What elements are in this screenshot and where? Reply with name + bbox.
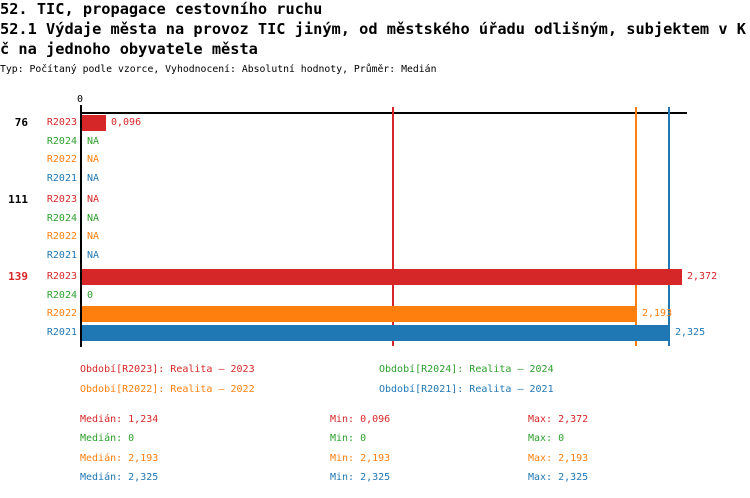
stat-median-r2023: Medián: 1,234 [80,414,159,425]
bar-chart: 0 76 R2023 0,096 R2024 NA R2022 NA R2021 NA 111 R20… [8,94,718,347]
indicator-meta: Typ: Počítaný podle vzorce, Vyhodnocení:… [0,64,437,75]
series-label-r2022: R2022 [46,308,77,319]
median-reference-line-r2023 [392,107,394,346]
legend-item-r2021: Období[R2021]: Realita – 2021 [379,384,554,395]
series-label-r2021: R2021 [46,249,77,261]
value-label: NA [87,154,100,165]
stat-min-r2022: Min: 2,193 [330,453,391,464]
series-label-r2024: R2024 [46,135,77,147]
indicator-title-line2: č na jednoho obyvatele města [0,40,258,58]
series-label-r2024: R2024 [46,289,77,301]
bar-139-r2021 [82,324,670,341]
group-label-111: 111 [8,193,28,206]
value-label: 2,325 [675,326,706,338]
value-label: 2,372 [687,271,718,282]
axis-tick-zero-label: 0 [76,94,84,105]
group-label-76: 76 [14,116,28,129]
series-label-r2021: R2021 [46,172,77,184]
x-axis-line [80,112,687,114]
value-label: NA [87,194,100,205]
series-label-r2022: R2022 [46,231,77,242]
stat-max-r2022: Max: 2,193 [528,453,589,464]
median-reference-line-r2021 [668,107,670,346]
value-label: NA [87,135,100,147]
stat-max-r2024: Max: 0 [528,433,565,444]
stat-max-r2023: Max: 2,372 [528,414,589,425]
stat-median-r2021: Medián: 2,325 [80,472,159,483]
stat-min-r2023: Min: 0,096 [330,414,391,425]
series-label-r2022: R2022 [46,154,77,165]
value-label: 0 [87,289,94,301]
median-reference-line-r2022 [635,107,637,346]
group-label-139: 139 [8,270,28,283]
series-label-r2023: R2023 [46,271,77,282]
indicator-title-line1: 52.1 Výdaje města na provoz TIC jiným, o… [0,20,746,38]
series-label-r2023: R2023 [46,194,77,205]
y-axis-line [80,105,82,347]
value-label: NA [87,249,100,261]
page-title: 52. TIC, propagace cestovního ruchu [0,0,323,18]
stat-min-r2021: Min: 2,325 [330,472,391,483]
value-label: NA [87,172,100,184]
bar-76-r2023 [82,115,106,131]
bar-139-r2022 [82,306,637,322]
stat-median-r2022: Medián: 2,193 [80,453,159,464]
stat-min-r2024: Min: 0 [330,433,367,444]
series-label-r2021: R2021 [46,326,77,338]
value-label: NA [87,212,100,224]
series-label-r2023: R2023 [46,117,77,128]
legend-item-r2022: Období[R2022]: Realita – 2022 [80,384,255,395]
value-label: NA [87,231,100,242]
value-label: 2,193 [642,308,673,319]
series-label-r2024: R2024 [46,212,77,224]
bar-139-r2023 [82,269,682,285]
stat-max-r2021: Max: 2,325 [528,472,589,483]
legend-item-r2023: Období[R2023]: Realita – 2023 [80,364,255,375]
stat-median-r2024: Medián: 0 [80,433,135,444]
legend-item-r2024: Období[R2024]: Realita – 2024 [379,364,554,375]
value-label: 0,096 [111,117,142,128]
